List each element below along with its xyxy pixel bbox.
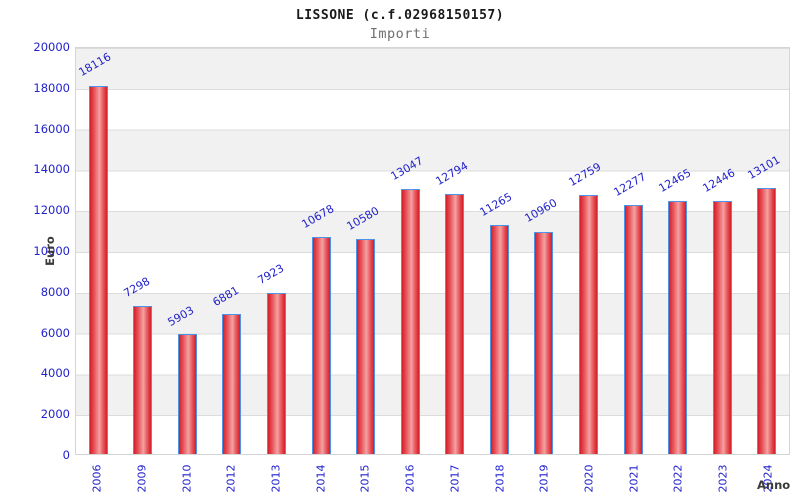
bar-2013 [267,293,287,454]
bar-2018 [489,225,509,454]
x-tick-label: 2012 [224,464,238,492]
x-tick-cell: 2018 [477,458,522,498]
y-tick-label: 8000 [40,284,70,299]
bar-2012 [222,314,242,454]
bar-slot: 7298 [121,48,166,454]
bar-2015 [356,239,376,454]
x-tick-label: 2009 [135,464,149,492]
bar-slot: 10678 [299,48,344,454]
bar-slot: 5903 [165,48,210,454]
bar-value-label: 5903 [165,303,197,329]
bar-slot: 10580 [343,48,388,454]
y-tick-label: 18000 [33,80,70,95]
y-tick-label: 4000 [40,366,70,381]
bar-value-label: 13047 [388,154,426,183]
y-tick-label: 6000 [40,325,70,340]
y-tick-label: 12000 [33,203,70,218]
bar-2023 [712,201,732,454]
x-tick-cell: 2013 [254,458,299,498]
bar-value-label: 10580 [344,204,381,234]
plot-area: 18116 7298 5903 6881 7923 10678 10580 13047 1279… [75,47,790,455]
chart-title: LISSONE (c.f.02968150157) [295,8,505,23]
x-tick-cell: 2020 [567,458,612,498]
bar-slot: 13101 [744,48,789,454]
y-tick-label: 16000 [33,121,70,136]
bar-value-label: 10960 [522,196,560,226]
bar-2014 [311,237,331,454]
bar-slot: 13047 [388,48,433,454]
bar-slot: 12794 [433,48,478,454]
x-tick-cell: 2021 [611,458,656,498]
x-tick-label: 2010 [180,464,194,492]
x-tick-label: 2021 [627,464,641,492]
x-tick-cell: 2016 [388,458,433,498]
bar-value-label: 18116 [76,50,114,80]
bar-2021 [623,204,643,454]
x-tick-cell: 2019 [522,458,567,498]
x-tick-label: 2023 [716,464,730,492]
y-tick-label: 20000 [33,40,70,54]
bar-2006 [88,86,108,454]
bar-value-label: 6881 [210,283,242,309]
bar-value-label: 10678 [299,202,337,232]
bar-slot: 6881 [210,48,255,454]
x-tick-cell: 2012 [209,458,254,498]
bar-2017 [445,194,465,454]
bar-2024 [757,188,777,454]
bar-value-label: 7923 [255,262,286,288]
x-tick-cell: 2006 [75,458,120,498]
x-tick-cell: 2022 [656,458,701,498]
bar-slot: 7923 [254,48,299,454]
bar-slot: 12446 [700,48,745,454]
bar-slot: 12759 [566,48,611,454]
bar-value-label: 12759 [566,159,604,189]
x-tick-cell: 2010 [164,458,209,498]
bar-slot: 12277 [611,48,656,454]
x-axis-title: Anno [757,478,791,492]
x-tick-label: 2018 [493,464,507,492]
y-tick-label: 0 [62,448,70,462]
bar-2010 [177,334,197,454]
x-tick-cell: 2023 [701,458,746,498]
bar-value-label: 12794 [433,159,471,189]
y-tick-label: 10000 [33,244,70,258]
bar-value-label: 11265 [477,190,515,220]
x-tick-label: 2013 [269,464,283,492]
y-axis-title: Euro [43,236,57,266]
x-axis-tick-labels: 2006 2009 2010 2012 2013 2014 2015 2016 2017 2018… [75,458,790,498]
x-tick-cell: 2015 [343,458,388,498]
bar-slot: 11265 [477,48,522,454]
bar-value-label: 12465 [656,165,693,195]
x-tick-label: 2020 [582,464,596,492]
x-tick-label: 2017 [448,464,462,492]
bar-slot: 10960 [522,48,567,454]
y-axis-tick-labels: 0 2000 4000 6000 8000 10000 12000 14000 16000 180… [0,0,70,500]
bar-2022 [668,200,688,454]
x-tick-cell: 2009 [120,458,165,498]
x-tick-label: 2016 [403,464,417,492]
bar-2009 [133,305,153,454]
bar-value-label: 7298 [121,274,153,301]
bar-value-label: 13101 [745,152,783,182]
bars-row: 18116 7298 5903 6881 7923 10678 10580 13047 1279… [76,48,789,454]
bar-2020 [578,195,598,454]
bar-2016 [400,189,420,454]
x-tick-label: 2019 [537,464,551,492]
y-tick-label: 14000 [33,162,70,177]
bar-value-label: 12277 [611,169,649,199]
x-tick-cell: 2014 [298,458,343,498]
chart-subtitle: Importi [369,26,431,42]
bar-slot: 18116 [76,48,121,454]
x-tick-label: 2022 [671,464,685,492]
x-tick-label: 2014 [314,464,328,492]
bar-value-label: 12446 [700,166,738,196]
x-tick-cell: 2017 [433,458,478,498]
y-tick-label: 2000 [40,407,70,422]
x-tick-label: 2015 [358,464,372,492]
bar-slot: 12465 [655,48,700,454]
bar-2019 [534,231,554,454]
x-tick-label: 2006 [90,464,104,492]
